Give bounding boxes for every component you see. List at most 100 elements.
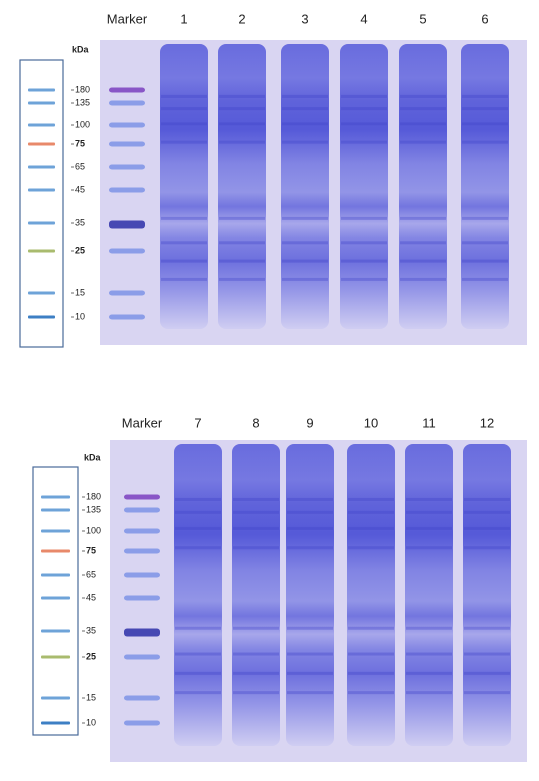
protein-band	[282, 94, 328, 98]
protein-band	[400, 259, 446, 263]
protein-band	[282, 107, 328, 111]
sample-lane	[461, 44, 509, 329]
ladder-label: 15	[75, 287, 85, 297]
protein-band	[400, 122, 446, 126]
ladder-band	[41, 629, 70, 633]
marker-band	[124, 507, 160, 513]
protein-band	[287, 526, 333, 530]
lane-label: 5	[419, 11, 426, 26]
sample-lane	[174, 444, 222, 746]
protein-band	[406, 510, 452, 514]
protein-band	[348, 546, 394, 550]
ladder-label: 180	[86, 491, 101, 501]
sample-lane	[281, 44, 329, 329]
lane-label: 8	[252, 415, 259, 430]
protein-band	[161, 140, 207, 144]
protein-band	[462, 216, 508, 220]
protein-band	[287, 652, 333, 656]
protein-band	[287, 546, 333, 550]
ladder-band	[28, 249, 55, 253]
protein-band	[219, 107, 265, 111]
ladder-label: 45	[86, 592, 96, 602]
protein-band	[406, 691, 452, 695]
protein-band	[233, 497, 279, 501]
marker-band	[124, 595, 160, 601]
ladder-band	[41, 596, 70, 600]
protein-band	[175, 510, 221, 514]
protein-band	[287, 510, 333, 514]
ladder-band	[28, 188, 55, 192]
protein-band	[219, 94, 265, 98]
protein-band	[341, 94, 387, 98]
protein-band	[348, 652, 394, 656]
protein-band	[462, 277, 508, 281]
protein-band	[287, 671, 333, 675]
gel-panel: Marker kDa 7 8 9 10 11 12 180 135 100 75 65 45 35 25 15 1…	[32, 415, 527, 762]
protein-band	[348, 526, 394, 530]
protein-band	[341, 122, 387, 126]
protein-band	[400, 277, 446, 281]
protein-band	[219, 140, 265, 144]
protein-band	[341, 259, 387, 263]
ladder-label: 65	[86, 569, 96, 579]
protein-band	[464, 626, 510, 630]
unit-label: kDa	[84, 452, 102, 462]
protein-band	[161, 94, 207, 98]
protein-band	[161, 259, 207, 263]
protein-band	[161, 107, 207, 111]
ladder-band	[28, 88, 55, 92]
protein-band	[161, 122, 207, 126]
marker-band	[124, 695, 160, 701]
marker-band	[109, 100, 145, 106]
ladder-label: 25	[86, 651, 96, 661]
sample-lane	[286, 444, 334, 746]
protein-band	[287, 691, 333, 695]
protein-band	[219, 277, 265, 281]
protein-band	[400, 216, 446, 220]
lane-label: 11	[422, 415, 436, 430]
lane-label: 12	[480, 415, 494, 430]
marker-band	[109, 122, 145, 128]
protein-band	[175, 497, 221, 501]
protein-band	[233, 626, 279, 630]
protein-band	[219, 259, 265, 263]
protein-band	[464, 652, 510, 656]
sample-lane	[399, 44, 447, 329]
ladder-band	[41, 696, 70, 700]
ladder-band	[41, 549, 70, 553]
marker-band	[109, 141, 145, 147]
sample-lane	[340, 44, 388, 329]
protein-band	[233, 546, 279, 550]
protein-band	[219, 241, 265, 245]
marker-band	[124, 572, 160, 578]
ladder-band	[41, 655, 70, 659]
marker-band	[124, 654, 160, 660]
protein-band	[175, 691, 221, 695]
ladder-label: 100	[75, 119, 90, 129]
protein-band	[400, 140, 446, 144]
protein-band	[406, 546, 452, 550]
protein-band	[341, 277, 387, 281]
protein-band	[287, 626, 333, 630]
marker-band	[124, 720, 160, 726]
protein-band	[462, 259, 508, 263]
marker-band	[124, 548, 160, 554]
unit-label: kDa	[72, 44, 90, 54]
protein-band	[464, 510, 510, 514]
marker-band	[109, 248, 145, 254]
sample-lane	[347, 444, 395, 746]
marker-band	[109, 187, 145, 193]
ladder-label: 180	[75, 84, 90, 94]
ladder-band	[41, 495, 70, 499]
protein-band	[464, 691, 510, 695]
protein-band	[161, 216, 207, 220]
sample-lane	[218, 44, 266, 329]
protein-band	[462, 241, 508, 245]
ladder-band	[28, 101, 55, 105]
ladder-band	[41, 573, 70, 577]
lane-label: 1	[180, 11, 187, 26]
protein-band	[406, 497, 452, 501]
protein-band	[341, 241, 387, 245]
